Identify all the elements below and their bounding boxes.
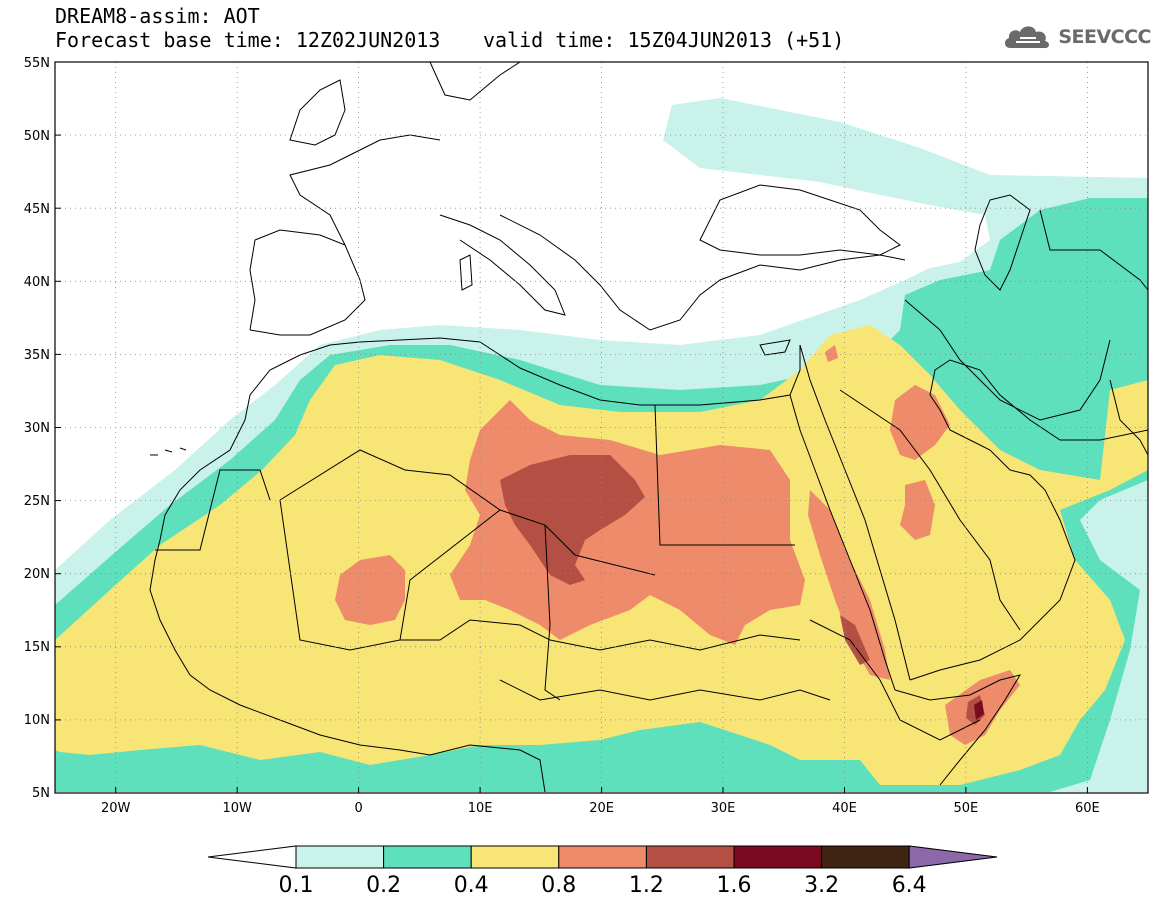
border-libya-egypt bbox=[654, 404, 795, 546]
lon-label-0: 0 bbox=[354, 801, 362, 816]
border-ethiopia bbox=[809, 619, 981, 741]
aot-contour-1-2 bbox=[500, 455, 645, 585]
logo-text: SEEVCCC bbox=[1058, 26, 1151, 48]
persian-gulf bbox=[929, 359, 1148, 471]
colorbar-label-1-2: 1.2 bbox=[629, 873, 664, 898]
border-kazakh bbox=[1039, 209, 1148, 291]
lat-ticks bbox=[55, 61, 61, 721]
map-title: DREAM8-assim: AOT bbox=[55, 4, 260, 28]
border-nigeria bbox=[400, 619, 801, 651]
colorbar-label-0-2: 0.2 bbox=[366, 873, 401, 898]
border-arabia bbox=[839, 389, 1021, 631]
lat-label-5n: 5N bbox=[32, 786, 50, 801]
cyprus bbox=[759, 339, 791, 356]
lat-label-25n: 25N bbox=[24, 494, 50, 509]
colorbar-swatch-1-6 bbox=[733, 845, 823, 869]
colorbar-swatch-0-8 bbox=[558, 845, 647, 869]
graticule bbox=[55, 62, 1148, 793]
colorbar-label-1-6: 1.6 bbox=[717, 873, 752, 898]
lon-label-60e: 60E bbox=[1075, 801, 1100, 816]
lon-label-30e: 30E bbox=[711, 801, 736, 816]
italy-coast bbox=[439, 214, 566, 316]
lon-label-20w: 20W bbox=[101, 801, 131, 816]
border-iran bbox=[904, 299, 1111, 421]
colorbar-swatch-0-2 bbox=[383, 845, 472, 869]
seevccc-logo: SEEVCCC bbox=[1002, 22, 1151, 52]
cloud-icon bbox=[1005, 26, 1050, 49]
colorbar bbox=[207, 845, 998, 869]
lon-label-10w: 10W bbox=[222, 801, 252, 816]
valid-time: valid time: 15Z04JUN2013 (+51) bbox=[483, 28, 845, 52]
lon-label-10e: 10E bbox=[468, 801, 493, 816]
lat-label-50n: 50N bbox=[24, 129, 50, 144]
arabia-west-coast bbox=[799, 344, 911, 681]
border-sahel bbox=[155, 469, 271, 551]
caspian-sea bbox=[974, 194, 1031, 291]
colorbar-swatch-0-1 bbox=[295, 845, 385, 869]
aot-contour-0-8-sahara bbox=[450, 400, 805, 645]
colorbar-swatch-3-2 bbox=[821, 845, 910, 869]
lat-label-45n: 45N bbox=[24, 202, 50, 217]
aot-contour-1-6 bbox=[974, 700, 984, 720]
india-coast bbox=[1109, 379, 1148, 456]
colorbar-label-3-2: 3.2 bbox=[804, 873, 839, 898]
aot-contour-0-8-arabia-central bbox=[900, 480, 935, 540]
lon-labels: 20W 10W 0 10E 20E 30E 40E 50E 60E bbox=[101, 801, 1100, 816]
lat-label-10n: 10N bbox=[24, 713, 50, 728]
africa-coastline bbox=[159, 337, 801, 541]
red-sea-coast bbox=[789, 394, 896, 691]
aot-field bbox=[55, 98, 1148, 792]
scandinavia-coast bbox=[429, 62, 521, 101]
lat-label-20n: 20N bbox=[24, 567, 50, 582]
aot-contour-0-8-west bbox=[335, 555, 405, 625]
aot-contour-0-8-levant bbox=[825, 345, 838, 362]
forecast-base-time: Forecast base time: 12Z02JUN2013 bbox=[55, 28, 441, 52]
colorbar-right-arrow bbox=[908, 845, 998, 869]
balkans-coast bbox=[499, 214, 906, 331]
sardinia bbox=[459, 254, 473, 291]
border-algeria-mali bbox=[279, 449, 656, 576]
britain-coast bbox=[289, 79, 346, 146]
colorbar-left-arrow bbox=[207, 845, 297, 869]
lat-label-40n: 40N bbox=[24, 275, 50, 290]
colorbar-swatch-1-2 bbox=[645, 845, 735, 869]
lat-label-15n: 15N bbox=[24, 640, 50, 655]
colorbar-label-0-8: 0.8 bbox=[541, 873, 576, 898]
lon-label-50e: 50E bbox=[954, 801, 979, 816]
lat-label-35n: 35N bbox=[24, 348, 50, 363]
aot-contour-0-8-arabia-north bbox=[890, 385, 950, 460]
lat-labels: 55N 50N 45N 40N 35N 30N 25N 20N 15N 10N … bbox=[24, 56, 50, 801]
colorbar-label-0-1: 0.1 bbox=[279, 873, 314, 898]
colorbar-labels: 0.1 0.2 0.4 0.8 1.2 1.6 3.2 6.4 bbox=[279, 873, 927, 898]
border-central-africa bbox=[499, 679, 831, 701]
horn-coast bbox=[894, 674, 1022, 786]
border-chad-sudan bbox=[544, 524, 561, 701]
colorbar-label-6-4: 6.4 bbox=[892, 873, 927, 898]
arabia-south-coast bbox=[909, 469, 1076, 681]
aot-contour-0-8-redsea bbox=[808, 490, 890, 680]
lon-label-20e: 20E bbox=[589, 801, 614, 816]
lat-label-55n: 55N bbox=[24, 56, 50, 71]
colorbar-label-0-4: 0.4 bbox=[454, 873, 489, 898]
canary-islands bbox=[150, 447, 187, 456]
aot-contour-1-2-redsea bbox=[840, 615, 870, 665]
lon-label-40e: 40E bbox=[832, 801, 857, 816]
lat-label-30n: 30N bbox=[24, 421, 50, 436]
lon-ticks bbox=[115, 787, 1088, 793]
colorbar-swatch-0-4 bbox=[470, 845, 560, 869]
black-sea bbox=[699, 184, 901, 256]
border-mali-niger bbox=[279, 499, 501, 651]
